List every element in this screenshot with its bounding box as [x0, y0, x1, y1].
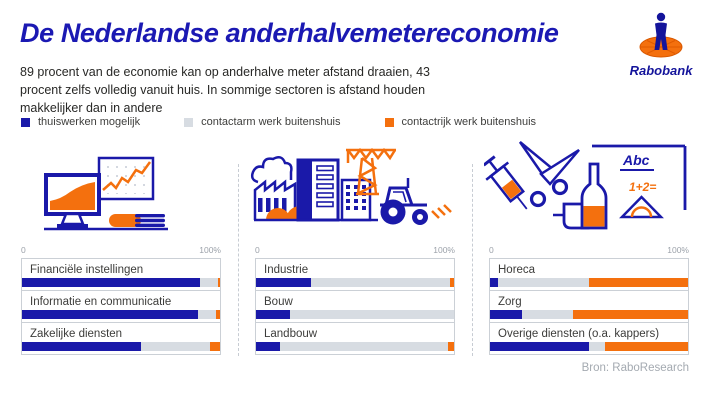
stacked-bar	[490, 310, 688, 319]
scissors-icon	[518, 141, 580, 208]
school-board-icon: Abc 1+2=	[592, 144, 687, 219]
bar-row: Informatie en communicatie	[22, 290, 220, 322]
bar-row: Bouw	[256, 290, 454, 322]
stacked-bar	[490, 278, 688, 287]
group-separator	[238, 164, 239, 356]
axis-labels: 0 100%	[255, 245, 455, 258]
bar-row: Overige diensten (o.a. kappers)	[490, 322, 688, 354]
rabobank-logo: Rabobank	[620, 10, 702, 78]
axis-min-label: 0	[21, 245, 26, 255]
legend-swatch-orange	[384, 117, 394, 127]
chart-group-industry: 0 100% Industrie Bouw Landbouw	[255, 245, 455, 355]
book-icon	[109, 214, 165, 227]
legend-item-contactarm: contactarm werk buitenshuis	[184, 116, 341, 128]
legend-item-contactrijk: contactrijk werk buitenshuis	[384, 116, 537, 128]
bar-row-label: Bouw	[264, 296, 293, 308]
computer-monitor-icon	[44, 173, 101, 228]
bar-row-label: Informatie en communicatie	[30, 296, 172, 308]
bar-row-label: Landbouw	[264, 328, 318, 340]
stacked-bar	[490, 342, 688, 351]
source-credit: Bron: RaboResearch	[581, 362, 689, 374]
stacked-bar	[256, 310, 454, 319]
axis-labels: 0 100%	[489, 245, 689, 258]
bar-row: Zorg	[490, 290, 688, 322]
rabobank-logo-mark	[639, 12, 683, 58]
board-abc-text: Abc	[622, 152, 650, 168]
chart-group-financial: 0 100% Financiële instellingen Informati…	[21, 245, 221, 355]
line-chart-board-icon	[97, 156, 155, 201]
stacked-bar	[256, 278, 454, 287]
bar-row-label: Industrie	[264, 264, 309, 276]
axis-labels: 0 100%	[21, 245, 221, 258]
legend-swatch-navy	[21, 117, 30, 127]
stacked-bar	[22, 278, 220, 287]
bar-row-label: Zorg	[498, 296, 522, 308]
legend-label: contactrijk werk buitenshuis	[401, 116, 537, 128]
legend-label: thuiswerken mogelijk	[38, 116, 141, 128]
axis-max-label: 100%	[433, 245, 455, 255]
illustration-services: Abc 1+2=	[484, 138, 694, 240]
group-separator	[472, 164, 473, 356]
subtitle: 89 procent van de economie kan op anderh…	[20, 65, 430, 115]
chart-group-services: 0 100% Horeca Zorg Overige diensten (o.a…	[489, 245, 689, 355]
bar-row: Zakelijke diensten	[22, 322, 220, 354]
construction-crane-icon	[346, 147, 397, 196]
page-title: De Nederlandse anderhalvemetereconomie	[20, 18, 559, 48]
axis-max-label: 100%	[667, 245, 689, 255]
illustration-office	[16, 138, 226, 240]
axis-max-label: 100%	[199, 245, 221, 255]
legend: thuiswerken mogelijk contactarm werk bui…	[21, 116, 580, 128]
bar-row: Landbouw	[256, 322, 454, 354]
board-sum-text: 1+2=	[629, 180, 656, 194]
legend-swatch-gray	[184, 117, 194, 127]
stacked-bar	[256, 342, 454, 351]
legend-label: contactarm werk buitenshuis	[201, 116, 341, 128]
rabobank-wordmark: Rabobank	[629, 63, 693, 78]
bar-row-label: Zakelijke diensten	[30, 328, 123, 340]
office-buildings-icon	[296, 158, 372, 222]
bar-row-label: Financiële instellingen	[30, 264, 144, 276]
stacked-bar	[22, 310, 220, 319]
speed-lines-icon	[431, 204, 452, 219]
bar-row: Horeca	[490, 258, 688, 290]
axis-min-label: 0	[489, 245, 494, 255]
syringe-icon	[484, 155, 528, 210]
axis-min-label: 0	[255, 245, 260, 255]
illustration-industry	[250, 138, 460, 240]
bar-row-label: Overige diensten (o.a. kappers)	[498, 328, 660, 340]
bar-row: Financiële instellingen	[22, 258, 220, 290]
legend-item-thuiswerken: thuiswerken mogelijk	[21, 116, 140, 128]
tractor-icon	[380, 178, 428, 225]
bottle-and-cup-icon	[553, 162, 608, 230]
stacked-bar	[22, 342, 220, 351]
bar-row-label: Horeca	[498, 264, 536, 276]
bar-row: Industrie	[256, 258, 454, 290]
